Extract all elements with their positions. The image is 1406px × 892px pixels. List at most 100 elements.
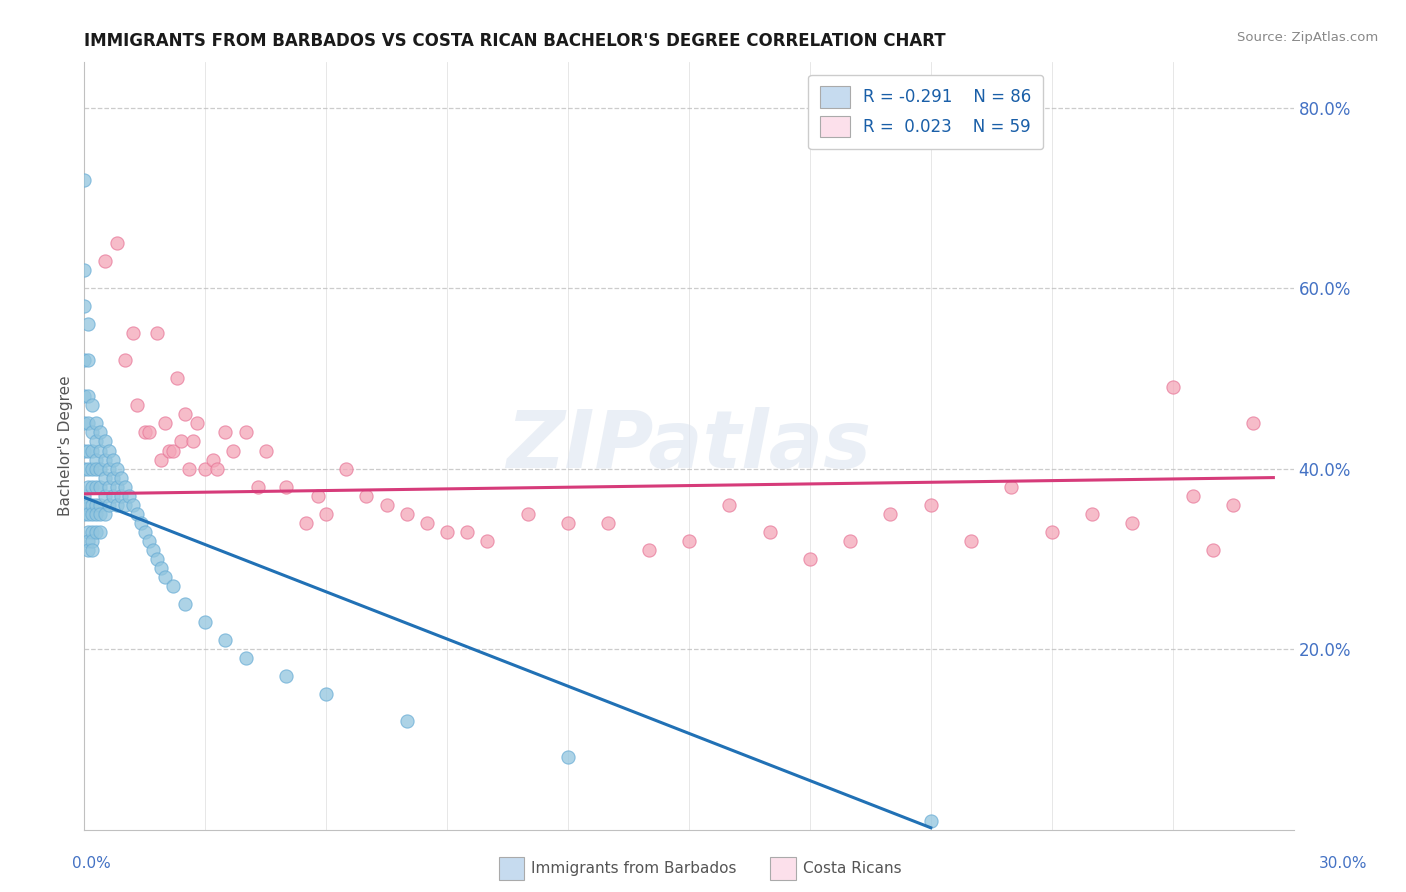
Y-axis label: Bachelor's Degree: Bachelor's Degree — [58, 376, 73, 516]
Point — [960, 533, 983, 548]
Point — [77, 480, 100, 494]
Point — [73, 263, 96, 277]
Point — [82, 498, 104, 512]
Point — [1241, 417, 1264, 431]
Point — [436, 524, 458, 539]
Point — [105, 480, 128, 494]
Point — [1121, 516, 1143, 530]
Point — [101, 489, 124, 503]
Point — [1161, 380, 1184, 394]
Point — [149, 561, 172, 575]
Point — [73, 461, 96, 475]
Point — [110, 470, 132, 484]
Point — [149, 452, 172, 467]
Point — [73, 389, 96, 403]
Point — [77, 417, 100, 431]
Point — [181, 434, 204, 449]
Point — [86, 434, 108, 449]
Point — [456, 524, 478, 539]
Point — [89, 524, 111, 539]
Point — [142, 542, 165, 557]
Point — [134, 524, 156, 539]
Point — [839, 533, 862, 548]
Point — [637, 542, 659, 557]
Point — [89, 498, 111, 512]
Point — [274, 480, 297, 494]
Point — [235, 425, 257, 440]
Point — [274, 669, 297, 683]
Point — [214, 425, 236, 440]
Point — [134, 425, 156, 440]
Point — [89, 443, 111, 458]
Point — [162, 443, 184, 458]
Point — [73, 489, 96, 503]
Point — [93, 452, 115, 467]
Point — [82, 461, 104, 475]
Point — [315, 507, 337, 521]
Text: IMMIGRANTS FROM BARBADOS VS COSTA RICAN BACHELOR'S DEGREE CORRELATION CHART: IMMIGRANTS FROM BARBADOS VS COSTA RICAN … — [84, 32, 946, 50]
Point — [174, 408, 197, 422]
Point — [416, 516, 439, 530]
Point — [125, 398, 148, 412]
Point — [166, 371, 188, 385]
Point — [879, 507, 901, 521]
Point — [114, 498, 136, 512]
Point — [1040, 524, 1063, 539]
Point — [93, 470, 115, 484]
Point — [105, 235, 128, 250]
Point — [194, 615, 217, 629]
Text: Immigrants from Barbados: Immigrants from Barbados — [531, 862, 737, 876]
Point — [77, 542, 100, 557]
Point — [598, 516, 620, 530]
Point — [97, 498, 120, 512]
Point — [110, 489, 132, 503]
Point — [86, 417, 108, 431]
Point — [114, 353, 136, 368]
Point — [920, 814, 942, 828]
Point — [97, 480, 120, 494]
Point — [718, 498, 741, 512]
Point — [77, 389, 100, 403]
Point — [146, 326, 169, 341]
Point — [82, 507, 104, 521]
Text: Costa Ricans: Costa Ricans — [803, 862, 901, 876]
Point — [77, 524, 100, 539]
Point — [86, 524, 108, 539]
Point — [86, 461, 108, 475]
Point — [129, 516, 152, 530]
Point — [295, 516, 318, 530]
Point — [235, 651, 257, 665]
Point — [86, 452, 108, 467]
Point — [82, 480, 104, 494]
Text: ZIPatlas: ZIPatlas — [506, 407, 872, 485]
Point — [86, 480, 108, 494]
Point — [89, 480, 111, 494]
Point — [77, 443, 100, 458]
Point — [73, 507, 96, 521]
Point — [678, 533, 700, 548]
Point — [207, 461, 229, 475]
Point — [516, 507, 538, 521]
Point — [214, 633, 236, 648]
Point — [105, 498, 128, 512]
Point — [114, 480, 136, 494]
Point — [395, 714, 418, 729]
Point — [138, 533, 160, 548]
Point — [138, 425, 160, 440]
Point — [97, 461, 120, 475]
Point — [93, 434, 115, 449]
Point — [77, 507, 100, 521]
Point — [121, 326, 143, 341]
Point — [315, 687, 337, 701]
Point — [356, 489, 378, 503]
Point — [77, 317, 100, 331]
Point — [174, 597, 197, 611]
Point — [105, 461, 128, 475]
Point — [77, 353, 100, 368]
Point — [89, 461, 111, 475]
Point — [179, 461, 201, 475]
Point — [335, 461, 357, 475]
Point — [395, 507, 418, 521]
Point — [799, 551, 821, 566]
Point — [89, 507, 111, 521]
